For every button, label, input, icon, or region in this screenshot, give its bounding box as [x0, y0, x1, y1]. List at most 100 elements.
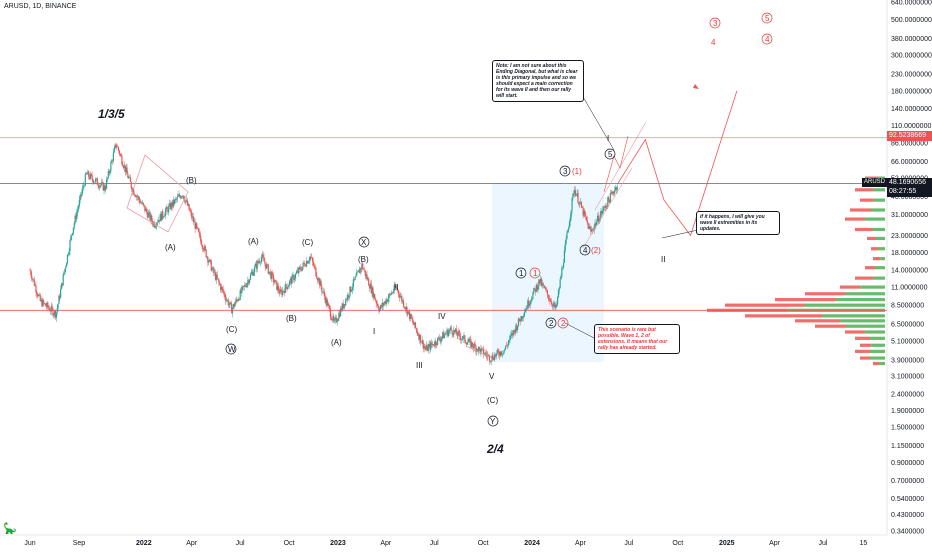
- profile-bar-buy: [879, 361, 885, 366]
- candle-body: [612, 191, 614, 194]
- candle-body: [403, 306, 406, 308]
- time-tick: 15: [860, 540, 868, 547]
- candle-body: [367, 278, 369, 280]
- candle-body: [263, 257, 265, 262]
- candle-body: [523, 312, 526, 317]
- symbol-tag: ARUSD: [862, 178, 887, 187]
- candle-body: [253, 271, 255, 276]
- candle-body: [553, 303, 555, 305]
- candle-body: [82, 186, 84, 192]
- candle-body: [168, 203, 171, 206]
- candle-body: [461, 338, 463, 340]
- time-tick: Jul: [430, 540, 439, 547]
- candle-body: [234, 303, 236, 307]
- price-tick: 11.0000000: [891, 285, 928, 292]
- candle-body: [479, 348, 481, 354]
- candle-body: [311, 257, 314, 262]
- candle-body: [535, 284, 537, 292]
- candle-body: [294, 273, 297, 279]
- candle-body: [559, 279, 561, 289]
- candle-body: [401, 296, 403, 302]
- candle-body: [336, 320, 338, 323]
- candle-body: [295, 272, 297, 274]
- candle-body: [414, 322, 417, 329]
- candle-body: [305, 266, 307, 267]
- candle-body: [611, 191, 613, 194]
- candle-body: [505, 345, 507, 349]
- candle-body: [43, 300, 45, 304]
- candle-body: [120, 154, 122, 156]
- candle-body: [404, 307, 406, 310]
- candle-body: [198, 231, 200, 234]
- candle-body: [102, 182, 104, 191]
- candle-body: [572, 193, 574, 199]
- candle-body: [100, 182, 103, 186]
- candle-body: [350, 286, 352, 292]
- candle-body: [585, 216, 588, 221]
- candle-body: [173, 199, 175, 205]
- candle-body: [516, 325, 518, 330]
- profile-bar-sell: [855, 349, 870, 353]
- candle-body: [166, 207, 168, 209]
- time-tick: Oct: [284, 540, 295, 547]
- candle-body: [54, 310, 57, 318]
- candle-body: [313, 265, 315, 267]
- candle-body: [203, 246, 206, 251]
- candle-body: [62, 274, 64, 286]
- candle-body: [309, 256, 311, 261]
- candle-body: [55, 312, 57, 318]
- candle-body: [264, 261, 266, 264]
- candle-body: [437, 337, 440, 338]
- candle-body: [589, 226, 591, 229]
- candle-body: [238, 299, 240, 300]
- candle-body: [492, 355, 494, 360]
- candle-body: [465, 343, 468, 345]
- candle-body: [340, 308, 343, 311]
- candle-body: [441, 336, 443, 339]
- candle-body: [328, 305, 331, 309]
- candle-body: [269, 271, 271, 273]
- candle-body: [175, 199, 177, 200]
- candle-body: [606, 206, 608, 207]
- candle-body: [206, 256, 208, 258]
- candle-body: [337, 319, 339, 321]
- candle-body: [509, 336, 511, 341]
- candle-body: [616, 186, 618, 191]
- candle-body: [502, 353, 504, 355]
- candle-body: [111, 160, 113, 163]
- candle-body: [365, 274, 367, 276]
- candle-body: [583, 210, 585, 216]
- candle-body: [105, 188, 107, 191]
- candle-body: [83, 185, 85, 187]
- candle-body: [201, 244, 203, 247]
- candle-body: [315, 267, 317, 277]
- time-tick: 2023: [330, 540, 346, 547]
- candle-body: [177, 196, 179, 198]
- candle-body: [414, 322, 416, 326]
- candle-body: [596, 215, 599, 222]
- tradingview-logo-icon[interactable]: 🦕: [3, 523, 17, 535]
- profile-bar-sell: [725, 303, 805, 307]
- profile-bar-buy: [870, 356, 885, 360]
- candle-body: [567, 230, 569, 233]
- candle-body: [304, 263, 306, 267]
- candle-body: [283, 291, 286, 293]
- candle-body: [395, 286, 397, 288]
- candle-body: [370, 283, 372, 293]
- profile-bar-sell: [860, 343, 872, 347]
- profile-bar-buy: [880, 257, 885, 261]
- candle-body: [345, 299, 348, 301]
- candle-body: [216, 274, 218, 279]
- candle-body: [464, 335, 466, 342]
- candle-body: [100, 185, 102, 186]
- candle-body: [310, 256, 312, 258]
- candle-body: [530, 300, 532, 301]
- profile-bar-buy: [875, 266, 885, 270]
- candle-body: [458, 331, 460, 333]
- candle-body: [477, 347, 480, 352]
- candle-body: [321, 286, 323, 292]
- candle-body: [237, 299, 240, 301]
- label-Y: Y: [490, 417, 496, 426]
